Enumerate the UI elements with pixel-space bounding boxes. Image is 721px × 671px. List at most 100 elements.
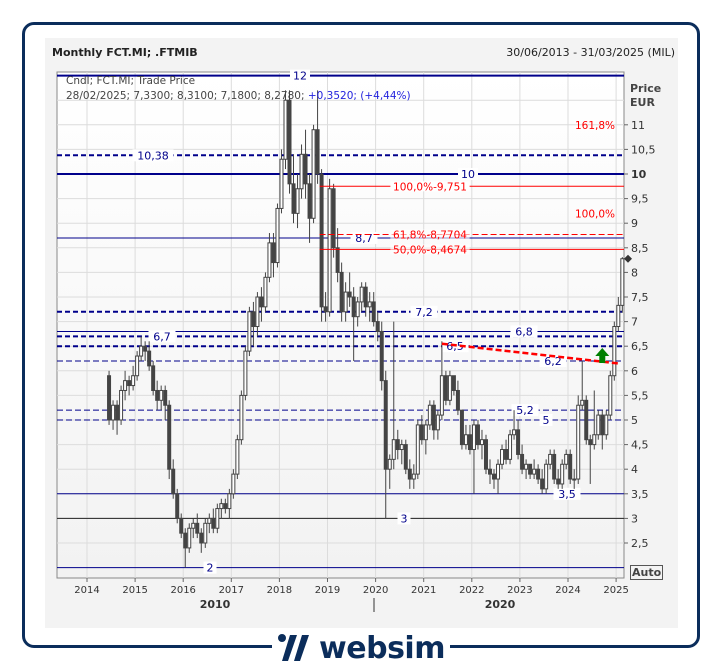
- candle: [520, 444, 525, 475]
- candle-body: [443, 375, 448, 401]
- candle-body: [387, 458, 392, 470]
- candle-body: [407, 468, 412, 480]
- candle: [287, 90, 292, 194]
- candle-body: [119, 389, 124, 421]
- candle-body: [219, 503, 224, 510]
- candle: [612, 321, 617, 381]
- candle-body: [516, 429, 521, 455]
- candle-body: [415, 424, 420, 475]
- candle: [171, 459, 176, 499]
- candle-body: [395, 439, 400, 451]
- level-label: 6,2: [544, 355, 562, 368]
- candle-body: [243, 350, 248, 396]
- candle: [331, 183, 336, 258]
- candle: [471, 420, 476, 494]
- candle: [375, 311, 380, 342]
- level-label: 10,38: [137, 149, 169, 162]
- candle: [620, 257, 625, 313]
- candle: [175, 488, 180, 524]
- candle: [107, 370, 112, 425]
- candle: [508, 429, 513, 465]
- auto-scale-button[interactable]: Auto: [630, 565, 664, 580]
- level-label-bg: [132, 149, 174, 162]
- candle-body: [520, 453, 525, 470]
- candle: [247, 306, 252, 357]
- candle-body: [175, 493, 180, 519]
- candle: [227, 488, 232, 519]
- candle-body: [600, 414, 605, 436]
- candle-body: [267, 242, 272, 278]
- candle: [223, 498, 228, 514]
- candle-body: [576, 404, 581, 480]
- x-tick-label: 2020: [363, 585, 388, 596]
- candle-body: [375, 321, 380, 332]
- candle: [187, 523, 192, 553]
- candle: [592, 390, 597, 450]
- candle-body: [311, 129, 316, 219]
- candle-body: [183, 532, 188, 549]
- candle: [399, 439, 404, 465]
- candle-body: [127, 380, 132, 387]
- candle: [347, 272, 352, 307]
- candle: [239, 390, 244, 445]
- plot-area: [56, 71, 625, 579]
- candle: [616, 297, 621, 332]
- candle-body: [584, 399, 589, 441]
- candle: [500, 444, 505, 470]
- legend-values: 28/02/2025; 7,3300; 8,3100; 7,1800; 8,27…: [66, 90, 411, 102]
- candle: [231, 469, 236, 499]
- y-tick-label: 4: [631, 463, 638, 476]
- candle-body: [512, 429, 517, 436]
- candle-body: [131, 375, 136, 387]
- candle-body: [616, 304, 621, 328]
- candle: [560, 459, 565, 489]
- candle-body: [379, 330, 384, 382]
- candle-body: [620, 258, 625, 306]
- candle: [544, 459, 549, 494]
- candle: [391, 321, 396, 470]
- candle-body: [323, 306, 328, 313]
- x-tick-label: 2015: [122, 585, 147, 596]
- candle-body: [203, 522, 208, 544]
- candle-body: [439, 375, 444, 416]
- candle: [115, 400, 120, 435]
- candle: [564, 449, 569, 470]
- y-tick-label: 5,5: [631, 389, 649, 402]
- candle: [608, 370, 613, 420]
- candle-body: [572, 478, 577, 481]
- candle-body: [107, 375, 112, 421]
- level-label-bg: [553, 487, 581, 500]
- candle: [483, 434, 488, 475]
- candle: [203, 518, 208, 548]
- candle-body: [351, 296, 356, 318]
- candle-body: [592, 434, 597, 446]
- candle-body: [163, 389, 168, 406]
- candle-body: [227, 493, 232, 510]
- candle-body: [528, 463, 533, 475]
- candle: [199, 528, 204, 553]
- x-tick-label: 2023: [507, 585, 532, 596]
- candle-body: [508, 434, 513, 460]
- level-label-bg: [458, 168, 478, 180]
- candle: [119, 385, 124, 425]
- websim-logo: websim: [272, 628, 450, 668]
- candle-body: [524, 463, 529, 470]
- candle-body: [568, 453, 573, 480]
- candle-body: [403, 444, 408, 470]
- candle: [443, 370, 448, 406]
- candle-body: [303, 153, 308, 185]
- candle: [463, 424, 468, 450]
- candle: [295, 174, 300, 229]
- y-tick-label: 11: [631, 119, 645, 132]
- candle: [127, 375, 132, 396]
- level-label: 6,8: [515, 325, 533, 338]
- candle: [195, 513, 200, 539]
- candle-body: [223, 503, 228, 510]
- candle: [147, 341, 152, 371]
- candle-body: [483, 439, 488, 470]
- candle-body: [343, 291, 348, 313]
- level-label: 3: [401, 512, 408, 525]
- candle-body: [291, 183, 296, 214]
- candle: [488, 459, 492, 484]
